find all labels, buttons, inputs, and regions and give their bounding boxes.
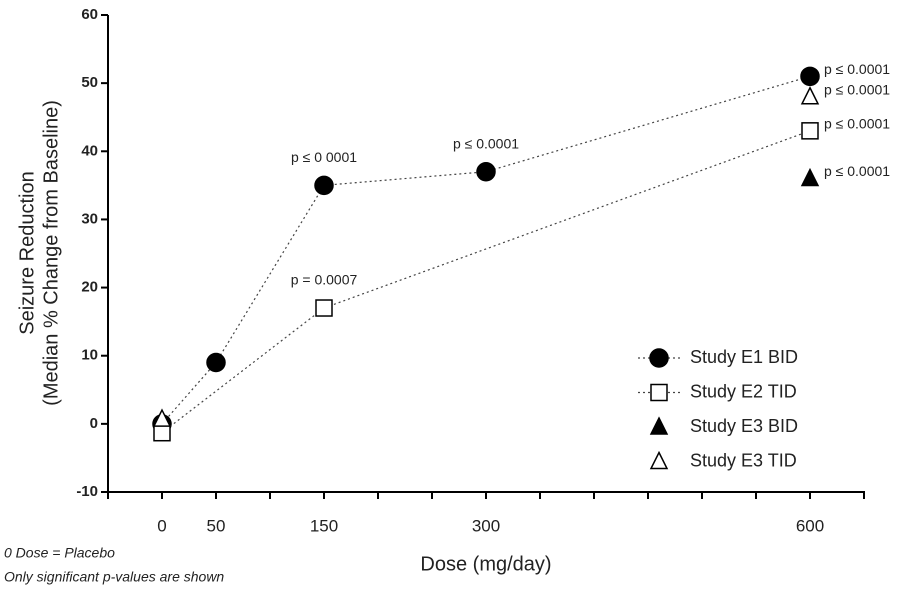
legend-marker [649, 450, 669, 470]
annotation: p ≤ 0.0001 [824, 163, 890, 179]
data-point [476, 161, 496, 182]
y-tick-label: 60 [81, 6, 98, 23]
data-point [314, 175, 334, 196]
y-axis-label: (Median % Change from Baseline) [40, 100, 62, 406]
x-tick-label: 600 [796, 516, 824, 535]
data-point [315, 299, 333, 317]
footnote: 0 Dose = Placebo [4, 545, 115, 561]
data-point [152, 408, 172, 427]
legend-marker [649, 416, 669, 435]
data-point [800, 86, 820, 105]
footnote: Only significant p-values are shown [4, 569, 224, 585]
legend-label: Study E1 BID [690, 347, 798, 367]
x-axis-label: Dose (mg/day) [420, 553, 551, 575]
annotation: p ≤ 0.0001 [453, 135, 519, 151]
data-point [153, 423, 171, 442]
x-tick-label: 50 [207, 516, 226, 535]
x-tick-label: 0 [157, 516, 166, 535]
annotation: p ≤ 0.0001 [824, 81, 890, 97]
annotation: p ≤ 0.0001 [824, 116, 890, 132]
data-point [800, 167, 820, 187]
x-tick-label: 150 [310, 516, 338, 535]
y-tick-label: -10 [76, 483, 98, 500]
annotation: p ≤ 0 0001 [291, 149, 357, 165]
legend-label: Study E3 BID [690, 416, 798, 436]
y-tick-label: 0 [90, 415, 98, 432]
y-tick-label: 30 [81, 210, 98, 227]
annotation: p = 0.0007 [291, 272, 358, 288]
y-tick-label: 20 [81, 279, 98, 296]
legend-marker [650, 383, 668, 402]
y-tick-label: 40 [81, 142, 98, 159]
legend-label: Study E2 TID [690, 381, 797, 401]
data-point [801, 122, 819, 140]
data-point [800, 66, 820, 87]
y-axis-label: Seizure Reduction [16, 171, 38, 334]
legend-marker [649, 348, 669, 368]
y-tick-label: 50 [81, 74, 98, 91]
y-tick-label: 10 [81, 347, 98, 364]
x-tick-label: 300 [472, 516, 500, 535]
annotation: p ≤ 0.0001 [824, 61, 890, 77]
data-point [206, 352, 226, 373]
legend-label: Study E3 TID [690, 450, 797, 470]
series-line [161, 75, 811, 425]
